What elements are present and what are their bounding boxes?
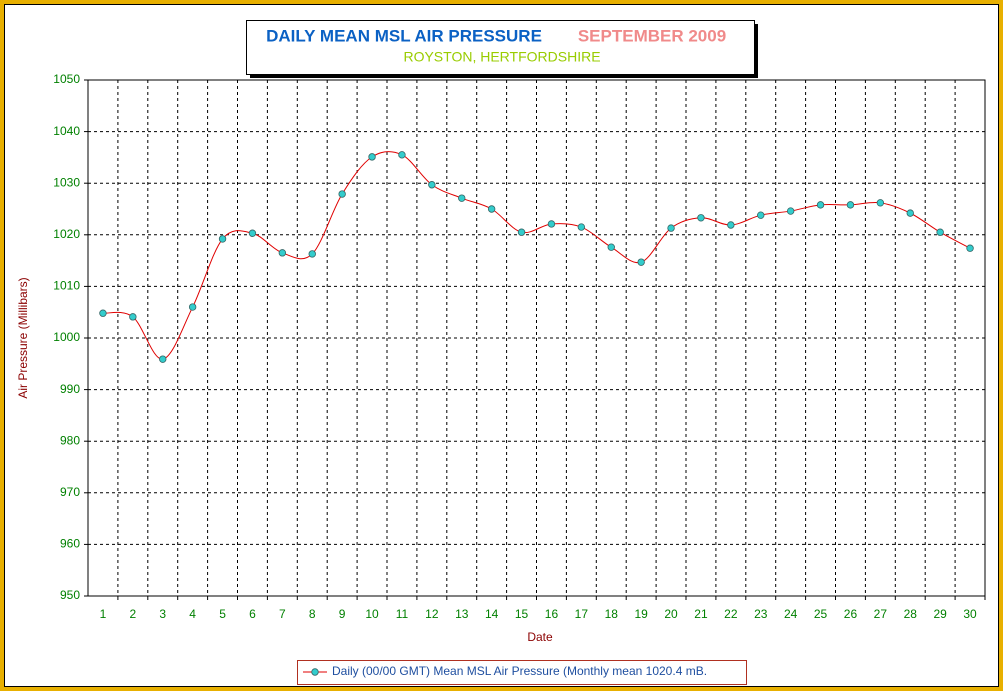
x-tick-label: 8 (309, 607, 316, 621)
data-point (338, 190, 346, 198)
x-tick-label: 16 (545, 607, 559, 621)
x-tick-label: 26 (844, 607, 858, 621)
x-tick-label: 23 (754, 607, 768, 621)
chart-title: DAILY MEAN MSL AIR PRESSURE (266, 26, 542, 45)
legend-box (297, 660, 747, 685)
x-tick-label: 13 (455, 607, 469, 621)
data-point (517, 228, 526, 236)
data-point (697, 214, 705, 222)
data-point (129, 313, 137, 321)
data-point (607, 243, 615, 251)
title-box (246, 20, 755, 75)
x-tick-label: 29 (933, 607, 947, 621)
y-axis-label: Air Pressure (Millibars) (16, 277, 30, 398)
x-tick-label: 22 (724, 607, 738, 621)
x-tick-label: 19 (634, 607, 648, 621)
data-point (936, 228, 944, 236)
x-tick-label: 24 (784, 607, 798, 621)
y-tick-label: 1050 (53, 72, 80, 86)
data-point (99, 309, 107, 317)
data-point (248, 229, 257, 237)
y-tick-label: 980 (60, 433, 80, 447)
data-point (368, 153, 376, 161)
x-tick-label: 15 (515, 607, 529, 621)
x-tick-label: 27 (874, 607, 888, 621)
x-tick-label: 2 (130, 607, 137, 621)
x-tick-label: 9 (339, 607, 346, 621)
data-point (876, 199, 885, 207)
y-tick-label: 950 (60, 588, 80, 602)
y-tick-label: 970 (60, 485, 80, 499)
x-tick-label: 30 (963, 607, 977, 621)
x-tick-label: 28 (904, 607, 918, 621)
data-point (577, 223, 586, 231)
y-tick-label: 960 (60, 537, 80, 551)
data-point (547, 220, 556, 228)
x-tick-label: 14 (485, 607, 499, 621)
x-tick-label: 6 (249, 607, 256, 621)
x-axis-label: Date (527, 630, 553, 644)
data-point (458, 194, 466, 202)
data-point (816, 201, 825, 209)
data-point (757, 211, 765, 219)
y-tick-label: 1010 (53, 279, 80, 293)
chart-title-period: SEPTEMBER 2009 (578, 26, 726, 45)
data-point (667, 224, 675, 232)
data-point (308, 250, 316, 258)
data-point (218, 235, 227, 243)
data-point (966, 244, 974, 252)
y-tick-label: 1000 (53, 330, 80, 344)
plot-area (84, 79, 986, 600)
data-point (727, 221, 735, 229)
x-tick-label: 3 (159, 607, 166, 621)
data-point (278, 249, 287, 257)
x-tick-label: 12 (425, 607, 439, 621)
x-tick-label: 21 (694, 607, 708, 621)
data-point (428, 181, 436, 189)
x-tick-label: 11 (396, 607, 409, 621)
legend-marker (311, 668, 319, 676)
data-point (906, 209, 914, 217)
x-tick-label: 10 (365, 607, 379, 621)
x-tick-label: 5 (219, 607, 226, 621)
chart-subtitle: ROYSTON, HERTFORDSHIRE (403, 49, 600, 65)
y-tick-label: 1020 (53, 227, 80, 241)
x-tick-label: 18 (605, 607, 619, 621)
x-tick-label: 20 (664, 607, 678, 621)
data-point (846, 201, 855, 209)
chart-inner-frame (4, 4, 999, 687)
legend-label: Daily (00/00 GMT) Mean MSL Air Pressure … (332, 664, 707, 678)
data-point (487, 205, 496, 213)
data-point (786, 207, 795, 215)
x-tick-label: 4 (189, 607, 196, 621)
y-tick-label: 1030 (53, 175, 80, 189)
y-tick-label: 1040 (53, 124, 80, 138)
y-tick-label: 990 (60, 382, 80, 396)
x-tick-label: 1 (100, 607, 107, 621)
data-point (188, 303, 197, 311)
x-tick-label: 7 (279, 607, 286, 621)
x-tick-label: 25 (814, 607, 828, 621)
x-tick-label: 17 (575, 607, 589, 621)
data-point (637, 258, 645, 266)
data-point (398, 151, 406, 159)
data-point (159, 355, 167, 363)
